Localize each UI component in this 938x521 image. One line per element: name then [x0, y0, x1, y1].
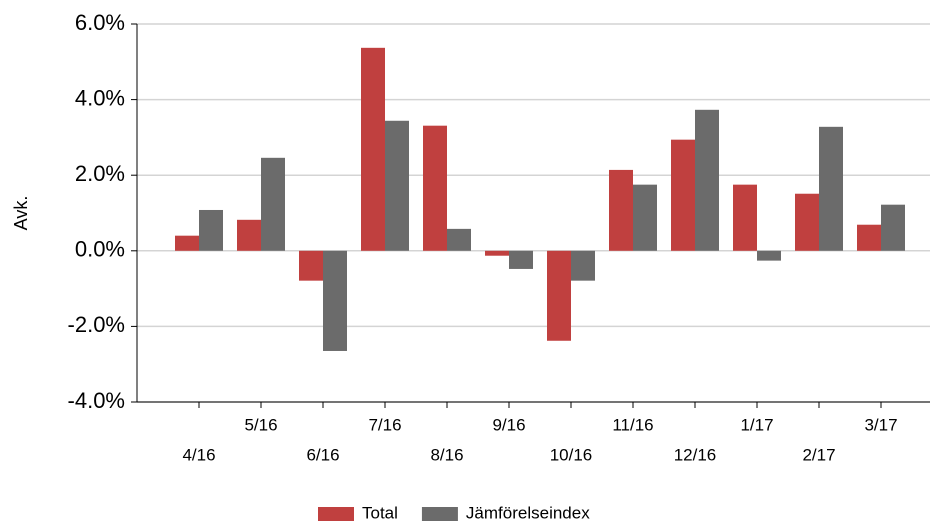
- bar: [733, 184, 757, 251]
- bar: [299, 250, 323, 281]
- y-tick-label: 0.0%: [75, 237, 125, 262]
- x-tick-label: 12/16: [674, 445, 717, 464]
- bar: [447, 228, 471, 251]
- x-tick-label: 8/16: [430, 445, 463, 464]
- x-tick-label: 5/16: [244, 415, 277, 434]
- x-tick-label: 1/17: [740, 415, 773, 434]
- bar: [881, 204, 905, 251]
- legend-swatch: [318, 507, 354, 521]
- bar: [175, 235, 199, 251]
- bar: [237, 219, 261, 251]
- bar: [695, 109, 719, 251]
- x-tick-label: 7/16: [368, 415, 401, 434]
- bar: [633, 184, 657, 251]
- legend-label: Total: [362, 503, 398, 521]
- x-tick-label: 11/16: [612, 415, 653, 434]
- bar: [609, 169, 633, 251]
- bar: [757, 250, 781, 261]
- y-axis-label: Avk.: [11, 196, 31, 231]
- y-tick-label: -4.0%: [68, 388, 125, 413]
- x-tick-label: 10/16: [550, 445, 593, 464]
- bar: [261, 157, 285, 251]
- bar: [423, 125, 447, 251]
- bar: [571, 250, 595, 281]
- x-tick-label: 3/17: [864, 415, 897, 434]
- y-tick-label: -2.0%: [68, 312, 125, 337]
- x-tick-label: 6/16: [306, 445, 339, 464]
- bar: [199, 209, 223, 251]
- x-tick-label: 4/16: [182, 445, 215, 464]
- bar: [361, 47, 385, 251]
- bar: [547, 250, 571, 341]
- bar: [857, 224, 881, 251]
- x-tick-label: 9/16: [492, 415, 525, 434]
- bar: [795, 193, 819, 251]
- legend-swatch: [421, 507, 458, 521]
- bar: [509, 250, 533, 269]
- x-tick-label: 2/17: [802, 445, 835, 464]
- legend-label: Jämförelseindex: [466, 503, 590, 521]
- bar: [485, 250, 509, 256]
- bar: [385, 120, 409, 251]
- y-tick-label: 4.0%: [75, 85, 125, 110]
- bar: [819, 126, 843, 251]
- bar: [671, 139, 695, 251]
- bar: [323, 250, 347, 351]
- y-tick-label: 2.0%: [75, 161, 125, 186]
- y-tick-label: 6.0%: [75, 10, 125, 35]
